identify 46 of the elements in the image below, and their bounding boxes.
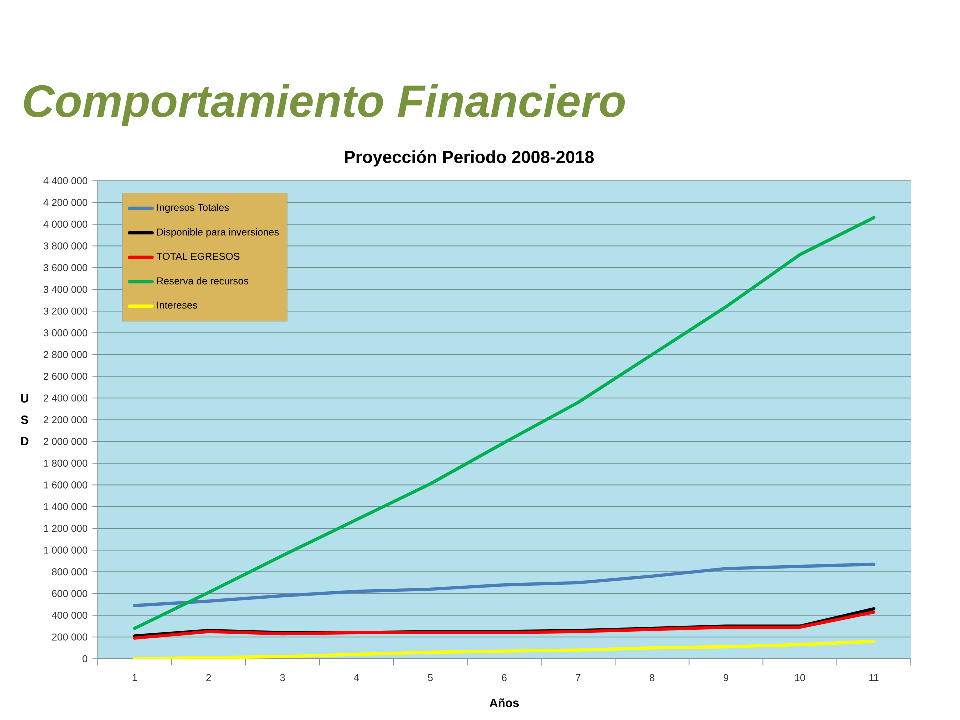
y-tick-label: 800 000 [52,568,88,576]
y-axis-title: U S D [21,394,29,446]
y-tick-label: 1 800 000 [44,460,88,467]
y-tick-label: 400 000 [52,612,88,620]
y-tick-label: 3 200 000 [44,308,88,315]
y-tick-label: 4 200 000 [44,199,88,206]
chart-subtitle: Proyección Periodo 2008-2018 [345,150,594,167]
x-axis-title: Años [490,698,520,708]
x-tick-label: 7 [576,674,581,682]
x-tick-label: 2 [206,674,212,682]
y-tick-label: 1 000 000 [44,546,88,554]
y-tick-label: 3 000 000 [44,330,88,337]
legend-label: Reserva de recursos [157,277,249,285]
x-tick-label: 9 [724,674,729,682]
y-tick-label: 1 200 000 [44,525,88,532]
legend-label: Disponible para inversiones [157,228,280,238]
x-tick-label: 4 [354,674,360,682]
y-tick-label: 1 400 000 [44,503,88,510]
y-tick-label: 200 000 [52,634,88,641]
y-tick-label: 3 600 000 [44,264,88,272]
line-series [133,562,876,608]
legend-label: Ingresos Totales [158,204,230,214]
line-series [133,216,876,630]
x-tick-label: 3 [280,674,286,682]
line-series [133,640,876,659]
y-tick-label: 600 000 [52,590,88,598]
y-tick-label: 2 400 000 [44,394,88,402]
chart-title: Comportamiento Financiero [24,84,626,126]
y-tick-label: 0 [82,655,88,663]
y-tick-label: 2 600 000 [44,372,88,380]
x-tick-label: 5 [428,674,433,682]
legend-label: TOTAL EGRESOS [156,253,240,260]
y-tick-label: 4 400 000 [44,177,88,185]
y-tick-label: 2 000 000 [44,438,88,446]
y-tick-label: 3 400 000 [44,286,88,294]
y-tick-label: 1 600 000 [44,482,88,489]
y-tick-label: 4 000 000 [44,220,88,228]
y-tick-label: 2 200 000 [44,416,88,424]
y-tick-label: 3 800 000 [44,242,88,250]
x-tick-label: 10 [795,674,806,682]
y-tick-label: 2 800 000 [44,351,88,358]
x-tick-label: 8 [650,674,655,682]
legend-label: Intereses [158,302,198,309]
x-tick-label: 1 [132,674,138,682]
x-tick-label: 6 [502,674,507,682]
x-tick-label: 11 [870,674,879,682]
